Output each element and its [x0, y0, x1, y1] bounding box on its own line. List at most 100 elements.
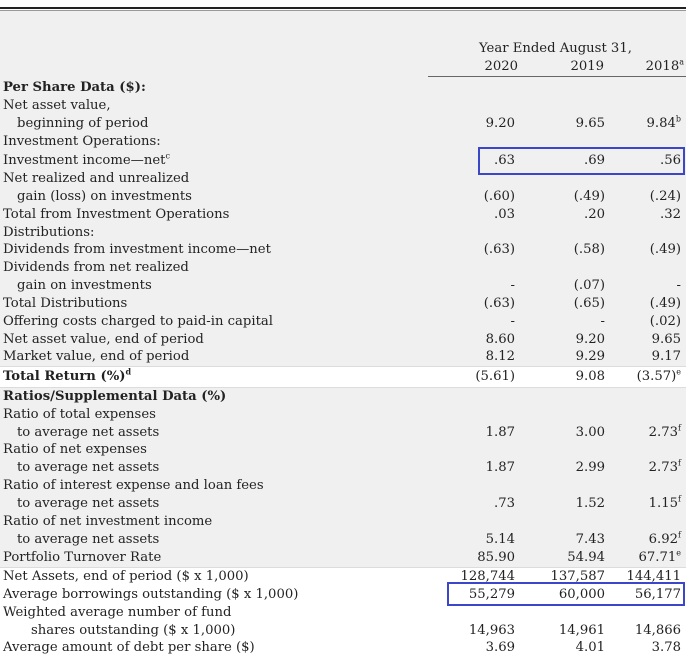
cell-2018: 67.71e — [638, 548, 682, 565]
row-label: to average net assets — [17, 460, 160, 475]
table-row: Total Distributions (.63) (.65) (.49) — [0, 296, 686, 314]
cell-2018: 14,866 — [634, 623, 681, 638]
table-row: Ratio of interest expense and loan fees — [0, 478, 686, 496]
year-2019: 2019 — [570, 59, 604, 74]
table-row: Ratio of net expenses — [0, 442, 686, 460]
row-label: Average borrowings outstanding ($ x 1,00… — [3, 587, 299, 602]
cell-2020: (.60) — [483, 189, 515, 204]
cell-2019: (.65) — [573, 296, 605, 311]
cell-2019: (.07) — [573, 278, 605, 293]
cell-2019: 3.00 — [575, 425, 605, 440]
row-label: Total Return (%)d — [3, 366, 132, 384]
cell-2020: 8.60 — [485, 332, 515, 347]
table-row: Net realized and unrealized — [0, 171, 686, 189]
cell-2020: 85.90 — [477, 550, 515, 565]
cell-2020: (5.61) — [475, 369, 515, 384]
cell-2019: 4.01 — [575, 640, 605, 655]
cell-2020: - — [510, 314, 515, 329]
highlight-investment-income — [478, 147, 685, 175]
row-label: gain (loss) on investments — [17, 189, 192, 204]
cell-2018: .56 — [660, 153, 681, 168]
cell-2018: 6.92f — [648, 530, 681, 547]
row-label: Total Distributions — [3, 296, 128, 311]
cell-2019: 9.20 — [575, 332, 605, 347]
cell-2019: .69 — [584, 153, 605, 168]
cell-2020: 5.14 — [485, 532, 515, 547]
table-row: Dividends from investment income—net (.6… — [0, 242, 686, 260]
cell-2020: 55,279 — [468, 587, 515, 602]
table-row: Per Share Data ($): — [0, 80, 686, 98]
top-margin — [0, 0, 686, 7]
cell-2019: - — [600, 314, 605, 329]
row-label: Market value, end of period — [3, 349, 190, 364]
cell-2020: 1.87 — [485, 425, 515, 440]
row-label: beginning of period — [17, 116, 149, 131]
row-label: Investment income—netc — [3, 151, 170, 168]
year-2018: 2018a — [645, 57, 684, 74]
row-label: Ratio of total expenses — [3, 407, 156, 422]
table-row: Distributions: — [0, 225, 686, 243]
row-label: gain on investments — [17, 278, 152, 293]
table-row: Net asset value, — [0, 98, 686, 116]
table-row: Average amount of debt per share ($) 3.6… — [0, 640, 686, 658]
table-row: to average net assets 5.14 7.43 6.92f — [0, 530, 686, 550]
shaded-band-ratios — [0, 387, 686, 567]
cell-2019: 54.94 — [567, 550, 605, 565]
cell-2018: (.49) — [649, 242, 681, 257]
row-label: Distributions: — [3, 225, 95, 240]
cell-2018: 56,177 — [634, 587, 681, 602]
top-rule — [0, 7, 686, 9]
shaded-band-top — [0, 11, 686, 366]
cell-2018: 1.15f — [648, 494, 681, 511]
cell-2020: 3.69 — [485, 640, 515, 655]
section-ratios: Ratios/Supplemental Data (%) — [3, 389, 227, 404]
table-row: Ratios/Supplemental Data (%) — [0, 389, 686, 407]
cell-2019: 2.99 — [575, 460, 605, 475]
separator — [0, 387, 686, 388]
table-row: Net asset value, end of period 8.60 9.20… — [0, 332, 686, 350]
row-label: Net realized and unrealized — [3, 171, 190, 186]
cell-2019: 9.65 — [575, 116, 605, 131]
row-label: Ratio of net expenses — [3, 442, 147, 457]
cell-2020: .03 — [494, 207, 515, 222]
cell-2019: 137,587 — [550, 569, 605, 584]
table-row: to average net assets .73 1.52 1.15f — [0, 494, 686, 514]
cell-2018: (.02) — [649, 314, 681, 329]
row-label: Ratio of interest expense and loan fees — [3, 478, 264, 493]
row-label: Investment Operations: — [3, 134, 161, 149]
cell-2018: (3.57)e — [636, 367, 681, 384]
table-row: Portfolio Turnover Rate 85.90 54.94 67.7… — [0, 548, 686, 568]
cell-2020: 128,744 — [460, 569, 515, 584]
section-per-share: Per Share Data ($): — [3, 80, 146, 95]
year-2020: 2020 — [484, 59, 518, 74]
highlight-average-borrowings — [447, 582, 685, 606]
row-label: to average net assets — [17, 496, 160, 511]
row-label: Weighted average number of fund — [3, 605, 232, 620]
cell-2018: 9.65 — [651, 332, 681, 347]
cell-2019: (.49) — [573, 189, 605, 204]
cell-2019: 9.08 — [575, 369, 605, 384]
cell-2018: (.24) — [649, 189, 681, 204]
row-label: Net asset value, — [3, 98, 111, 113]
table-row: gain (loss) on investments (.60) (.49) (… — [0, 189, 686, 207]
table-row: to average net assets 1.87 2.99 2.73f — [0, 458, 686, 478]
cell-2020: (.63) — [483, 296, 515, 311]
cell-2018: 2.73f — [648, 458, 681, 475]
cell-2018: 9.17 — [651, 349, 681, 364]
cell-2018: .32 — [660, 207, 681, 222]
cell-2019: 14,961 — [558, 623, 605, 638]
cell-2020: 9.20 — [485, 116, 515, 131]
cell-2018: 2.73f — [648, 423, 681, 440]
row-label: Net asset value, end of period — [3, 332, 204, 347]
header-rule — [428, 76, 686, 77]
cell-2019: 60,000 — [558, 587, 605, 602]
row-label: Ratio of net investment income — [3, 514, 213, 529]
cell-2018: 9.84b — [646, 114, 682, 131]
separator — [0, 567, 686, 568]
period-header: Year Ended August 31, — [479, 41, 632, 56]
table-row: Investment income—netc .63 .69 .56 — [0, 151, 686, 171]
row-label: Offering costs charged to paid-in capita… — [3, 314, 273, 329]
row-label: to average net assets — [17, 425, 160, 440]
cell-2020: 8.12 — [485, 349, 515, 364]
cell-2019: 7.43 — [575, 532, 605, 547]
